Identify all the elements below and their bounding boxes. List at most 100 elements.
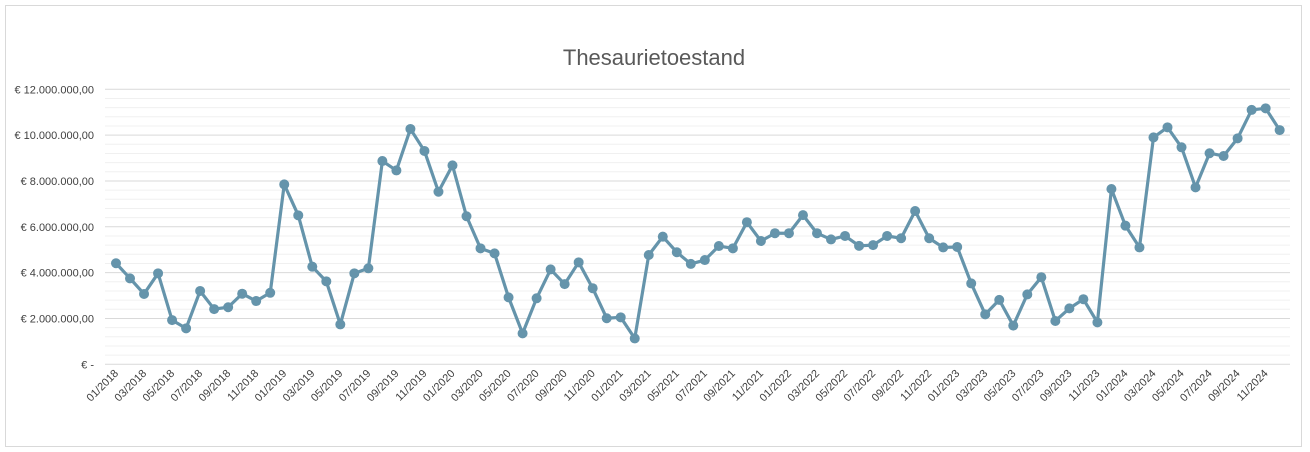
data-point [349, 268, 360, 279]
x-axis: 01/201803/201805/201807/201809/201811/20… [85, 368, 1271, 405]
data-point [601, 313, 612, 324]
chart-frame [5, 5, 1302, 447]
data-point [195, 285, 206, 296]
data-point [1022, 289, 1033, 300]
data-point [1092, 317, 1103, 328]
data-point [713, 241, 724, 252]
data-point [1176, 142, 1187, 153]
data-point [994, 294, 1005, 305]
data-point [377, 156, 388, 167]
data-point [447, 160, 458, 171]
data-point [293, 210, 304, 221]
y-tick-label: € 2.000.000,00 [21, 313, 94, 325]
data-point [153, 268, 164, 279]
data-point [1036, 272, 1047, 283]
y-tick-label: € - [81, 359, 94, 371]
data-point [783, 228, 794, 239]
data-point [475, 243, 486, 254]
data-point [265, 287, 276, 298]
data-point [433, 186, 444, 197]
data-point [1204, 148, 1215, 159]
data-point [1134, 242, 1145, 253]
data-point [1260, 103, 1271, 114]
data-point [419, 145, 430, 156]
data-point [223, 302, 234, 313]
data-point [1106, 183, 1117, 194]
data-point [251, 296, 262, 307]
data-point [727, 243, 738, 254]
data-point [279, 179, 290, 190]
data-point [573, 257, 584, 268]
data-point [1246, 104, 1257, 115]
data-point [924, 233, 935, 244]
data-point [629, 333, 640, 344]
gridlines [105, 88, 1290, 365]
data-point [797, 210, 808, 221]
data-point [587, 283, 598, 294]
y-axis: € - € 2.000.000,00 € 4.000.000,00 € 6.000.0… [14, 84, 94, 371]
y-tick-label: € 4.000.000,00 [21, 268, 94, 280]
data-point [1162, 122, 1173, 133]
data-point [237, 288, 248, 299]
data-point [812, 228, 822, 239]
data-point [1218, 150, 1229, 161]
y-tick-label: € 10.000.000,00 [14, 130, 94, 142]
data-point [615, 312, 626, 323]
data-point [938, 242, 949, 253]
data-point [559, 279, 570, 290]
data-point [503, 292, 514, 303]
data-point [840, 230, 851, 241]
data-point [517, 328, 528, 339]
data-point [910, 205, 921, 216]
series [111, 103, 1285, 344]
data-point [882, 230, 893, 241]
data-point [741, 217, 752, 228]
y-tick-label: € 12.000.000,00 [14, 84, 94, 96]
data-point [826, 234, 837, 245]
data-point [363, 263, 374, 274]
data-point [181, 323, 192, 334]
data-point [1078, 294, 1089, 305]
data-point [643, 249, 654, 260]
data-point [685, 258, 696, 269]
data-point [1120, 220, 1131, 231]
data-point [335, 319, 346, 330]
data-point [1050, 315, 1061, 326]
y-tick-label: € 8.000.000,00 [21, 176, 94, 188]
data-point [531, 293, 542, 304]
y-tick-label: € 6.000.000,00 [21, 222, 94, 234]
data-point [769, 228, 780, 239]
data-point [657, 231, 668, 242]
data-point [489, 248, 500, 259]
data-point [699, 255, 710, 266]
data-point [1008, 320, 1019, 331]
data-point [307, 261, 318, 272]
data-point [461, 211, 472, 222]
data-point [755, 236, 766, 247]
data-point [1274, 125, 1285, 136]
data-point [139, 288, 150, 299]
data-point [405, 123, 416, 134]
data-point [1190, 182, 1201, 193]
chart-title: Thesaurietoestand [563, 45, 745, 70]
data-point [966, 278, 977, 289]
data-point [952, 241, 963, 252]
data-point [1064, 303, 1075, 314]
series-line [114, 106, 1282, 341]
data-point [209, 304, 220, 315]
data-point [980, 309, 991, 320]
data-point [854, 240, 865, 251]
data-point [125, 273, 136, 284]
data-point [391, 165, 402, 176]
data-point [671, 247, 682, 258]
data-point [1232, 133, 1243, 144]
data-point [1148, 132, 1159, 143]
x-tick-label: 11/2024 [1235, 368, 1271, 404]
data-point [545, 264, 556, 275]
data-point [321, 276, 332, 287]
data-point [167, 315, 178, 326]
data-point [868, 240, 879, 251]
data-point [896, 233, 907, 244]
data-point [111, 258, 121, 269]
